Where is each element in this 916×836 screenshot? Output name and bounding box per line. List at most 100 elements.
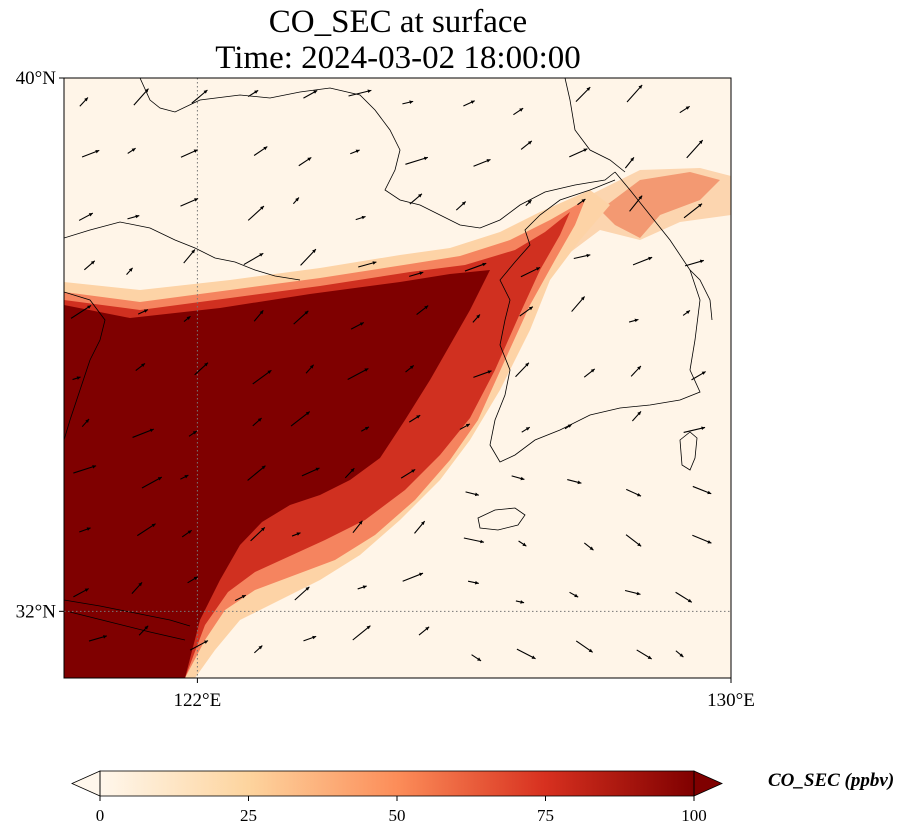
wind-arrow xyxy=(73,465,97,474)
wind-arrow-head xyxy=(193,149,198,153)
wind-arrow xyxy=(247,465,266,481)
wind-arrow-head xyxy=(522,542,527,547)
wind-arrow-head xyxy=(707,540,712,544)
coastlines xyxy=(64,78,713,641)
colorbar-gradient xyxy=(100,771,694,796)
wind-arrow-head xyxy=(701,371,706,375)
wind-arrow xyxy=(402,572,424,582)
wind-arrow-head xyxy=(366,625,371,630)
wind-arrow-head xyxy=(204,362,208,367)
wind-arrow-head xyxy=(144,625,149,630)
wind-arrow-head xyxy=(295,197,299,202)
wind-arrow-head xyxy=(362,585,367,589)
wind-arrow-head xyxy=(260,206,264,210)
wind-arrow xyxy=(300,248,317,266)
wind-arrow-head xyxy=(701,426,706,431)
lon-tick-label: 122°E xyxy=(174,690,222,711)
wind-arrow-head xyxy=(95,149,100,154)
colorbar-extend-min xyxy=(71,770,101,797)
map-subtitle: Time: 2024-03-02 18:00:00 xyxy=(215,40,581,76)
wind-arrow-head xyxy=(527,140,532,145)
wind-vectors xyxy=(70,84,712,662)
wind-arrow-head xyxy=(87,305,92,309)
wind-arrow-head xyxy=(309,364,314,369)
wind-arrow-head xyxy=(135,214,140,219)
wind-arrow-head xyxy=(76,376,81,380)
wind-arrow-head xyxy=(638,195,643,200)
wind-arrow-head xyxy=(685,106,690,110)
wind-arrow-head xyxy=(474,492,479,497)
coastline-inland-north xyxy=(564,78,626,173)
wind-arrow-head xyxy=(461,201,466,206)
wind-arrow-head xyxy=(637,492,642,497)
map-area xyxy=(64,78,731,678)
wind-arrow-head xyxy=(577,480,582,485)
wind-arrow-head xyxy=(687,598,692,603)
wind-arrow-head xyxy=(686,310,690,315)
wind-arrow-head xyxy=(313,90,318,94)
map-frame xyxy=(63,77,732,679)
colorbar: 0 25 50 75 100 xyxy=(71,770,723,825)
wind-arrow-head xyxy=(131,148,136,152)
map-title: CO_SEC at surface xyxy=(268,4,528,40)
wind-arrow-head xyxy=(698,140,703,144)
colorbar-label: CO_SEC (ppbv) xyxy=(768,770,895,791)
wind-arrow-head xyxy=(203,89,208,94)
wind-arrow-head xyxy=(143,309,148,313)
wind-arrow-head xyxy=(527,200,532,204)
wind-arrow-head xyxy=(315,467,320,472)
coastline-east-korea xyxy=(689,269,713,321)
coastline-changjiang xyxy=(64,599,191,627)
wind-arrow-head xyxy=(259,310,264,315)
wind-arrow-head xyxy=(589,546,594,551)
wind-arrow-head xyxy=(141,363,145,368)
wind-arrow-head xyxy=(84,97,88,102)
wind-arrow-head xyxy=(528,306,533,311)
wind-arrow-head xyxy=(257,417,262,422)
wind-arrow-head xyxy=(307,157,312,161)
wind-arrow-head xyxy=(361,215,366,220)
wind-arrow-head xyxy=(367,89,372,93)
coastline-jiangsu xyxy=(64,291,106,441)
lat-tick-label: 40°N xyxy=(16,68,57,89)
wind-arrow-head xyxy=(470,100,475,104)
wind-arrow-head xyxy=(531,655,536,659)
wind-arrow-head xyxy=(418,193,422,198)
wind-arrow-head xyxy=(187,530,192,534)
wind-arrow-head xyxy=(304,310,309,315)
wind-arrow xyxy=(347,368,369,380)
wind-arrow xyxy=(243,252,264,266)
wind-arrow-head xyxy=(590,368,595,373)
coastline-changjiang-south xyxy=(69,611,186,641)
wind-arrow-head xyxy=(574,593,579,598)
wind-arrow-head xyxy=(519,108,524,112)
wind-arrow-head xyxy=(583,148,588,152)
wind-arrow-head xyxy=(267,370,272,374)
wind-arrow-head xyxy=(138,582,143,587)
lon-ticks: 122°E 130°E xyxy=(174,678,755,711)
wind-arrow-head xyxy=(420,521,425,526)
lat-ticks: 40°N 32°N xyxy=(16,68,64,622)
wind-arrow-head xyxy=(637,365,641,370)
wind-arrow xyxy=(132,428,154,438)
coastline-liaodong xyxy=(139,78,616,229)
wind-arrow-head xyxy=(90,260,95,265)
wind-arrow-head xyxy=(312,249,316,253)
wind-arrow xyxy=(464,262,487,272)
wind-arrow-head xyxy=(84,588,89,592)
wind-arrow-head xyxy=(636,591,641,596)
colorbar-extend-max xyxy=(693,770,723,797)
wind-arrow-head xyxy=(261,465,266,470)
wind-arrow-head xyxy=(525,427,530,431)
wind-arrow-head xyxy=(372,261,377,265)
wind-arrow-head xyxy=(194,198,199,202)
wind-arrow-head xyxy=(151,523,156,528)
wind-arrow-head xyxy=(192,431,197,435)
wind-arrow xyxy=(290,411,311,427)
wind-arrow-head xyxy=(638,84,643,89)
wind-arrow xyxy=(626,84,643,103)
wind-arrow xyxy=(683,203,703,219)
wind-arrow-head xyxy=(536,267,541,271)
wind-arrow-head xyxy=(567,424,572,428)
